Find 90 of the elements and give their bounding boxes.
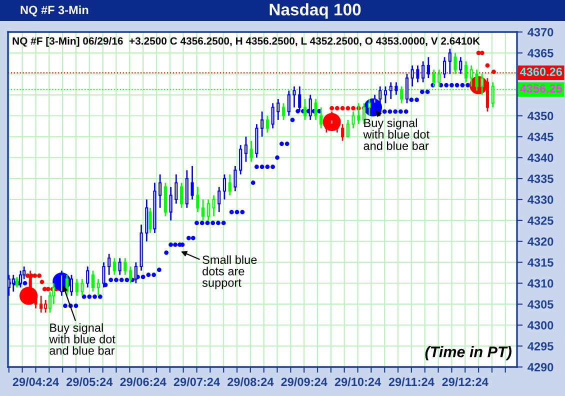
candlestick xyxy=(426,56,430,79)
candlestick xyxy=(389,82,392,100)
candlestick xyxy=(384,86,388,104)
candlestick xyxy=(118,257,122,276)
y-tick-label: 4310 xyxy=(528,279,554,288)
x-tick-label: 29/05:24 xyxy=(66,377,113,386)
candlestick xyxy=(438,68,441,88)
annotation: Small blue dots are support xyxy=(202,255,257,290)
ref-line-label: 4356.25 xyxy=(520,84,562,93)
candlestick xyxy=(112,257,116,276)
candlestick xyxy=(470,64,473,88)
candlestick xyxy=(228,174,232,196)
candlestick xyxy=(394,82,398,96)
candlestick xyxy=(422,60,425,83)
x-tick-label: 29/04:24 xyxy=(12,377,59,386)
candlestick xyxy=(480,73,484,96)
candlestick xyxy=(129,266,132,284)
candlestick xyxy=(276,98,280,121)
y-tick-label: 4345 xyxy=(528,132,554,142)
y-tick-label: 4350 xyxy=(528,112,554,120)
y-tick-label: 4290 xyxy=(528,363,554,372)
candlestick xyxy=(320,106,323,130)
candlestick xyxy=(314,98,318,121)
annotation: Buy signal with blue dot and blue bar xyxy=(363,118,430,150)
annotation: Buy signal with blue dot and blue bar xyxy=(49,323,116,355)
candlestick xyxy=(448,48,452,75)
candlestick xyxy=(75,278,78,297)
text: NQ #F 3-Min xyxy=(20,6,88,16)
candlestick xyxy=(352,110,355,130)
candlestick xyxy=(368,98,371,116)
candlestick xyxy=(80,278,84,297)
candlestick xyxy=(102,262,106,288)
candlestick xyxy=(250,140,253,163)
y-tick-label: 4300 xyxy=(528,321,554,330)
y-tick-label: 4365 xyxy=(528,48,554,58)
candlestick xyxy=(454,52,457,75)
candlestick xyxy=(124,257,127,276)
x-tick-label: 29/09:24 xyxy=(281,377,328,386)
y-tick-label: 4295 xyxy=(528,342,554,350)
y-tick-label: 4325 xyxy=(528,216,554,225)
candlestick xyxy=(196,186,200,213)
x-tick-label: 29/11:24 xyxy=(388,377,434,386)
candlestick xyxy=(174,174,178,204)
candlestick xyxy=(86,266,90,288)
x-tick-label: 29/10:24 xyxy=(334,377,382,386)
candlestick xyxy=(148,207,152,234)
candlestick xyxy=(416,64,420,83)
candlestick xyxy=(244,136,248,163)
y-tick-label: 4320 xyxy=(528,237,554,246)
candlestick xyxy=(234,165,237,192)
candlestick xyxy=(212,194,216,217)
candlestick xyxy=(475,68,478,92)
chart-title: Nasdaq 100 xyxy=(270,3,361,19)
ref-line-label: 4360.26 xyxy=(520,68,562,76)
annotation: (Time in PT) xyxy=(425,346,512,360)
candlestick xyxy=(108,253,111,276)
candlestick xyxy=(96,278,100,297)
candlestick xyxy=(308,94,312,121)
candlestick xyxy=(266,115,269,134)
candlestick xyxy=(271,102,274,130)
y-tick-label: 4315 xyxy=(528,258,554,267)
candlestick xyxy=(464,60,468,83)
y-tick-label: 4335 xyxy=(528,174,554,183)
y-tick-label: 4370 xyxy=(528,28,554,36)
candlestick xyxy=(459,56,462,75)
candlestick xyxy=(292,86,296,108)
candlestick xyxy=(298,86,302,112)
candlestick xyxy=(303,98,307,121)
candlestick xyxy=(287,90,290,116)
y-tick-label: 4340 xyxy=(528,154,554,162)
candlestick xyxy=(158,174,162,209)
chart-subtitle: NQ #F [3-Min] 06/29/16 +3.2500 C 4356.2500, H 4356.2500, L 4352.2500, O 4353.0000, V 2.6410K xyxy=(12,37,480,47)
y-tick-label: 4305 xyxy=(528,300,554,309)
candlestick xyxy=(410,64,414,88)
candlestick xyxy=(443,56,446,79)
candlestick xyxy=(134,262,138,284)
x-tick-label: 29/07:24 xyxy=(174,377,220,386)
candlestick xyxy=(239,144,242,176)
x-tick-label: 29/08:24 xyxy=(228,377,274,386)
x-tick-label: 29/12:24 xyxy=(442,377,488,386)
candlestick xyxy=(91,270,95,292)
candlestick xyxy=(180,182,184,209)
candlestick xyxy=(218,186,221,213)
candlestick xyxy=(222,174,226,200)
candlestick xyxy=(282,102,286,121)
y-tick-label: 4330 xyxy=(528,196,554,204)
x-tick-label: 29/06:24 xyxy=(120,377,166,386)
candlestick xyxy=(260,110,264,138)
candlestick xyxy=(346,119,350,138)
candlestick xyxy=(190,165,194,200)
